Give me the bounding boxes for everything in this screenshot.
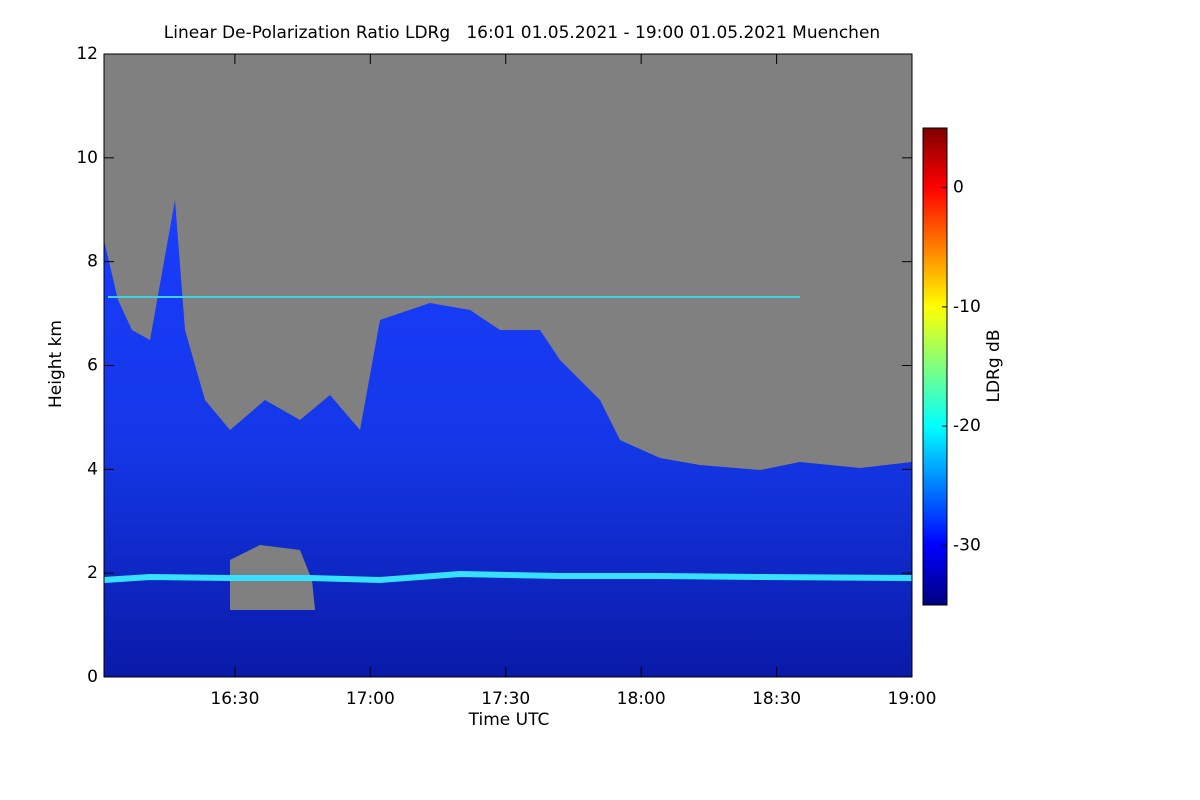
chart-title: Linear De-Polarization Ratio LDRg 16:01 …	[164, 23, 880, 43]
x-tick-label: 18:00	[617, 689, 666, 709]
x-tick-label: 16:30	[210, 689, 259, 709]
x-tick-label: 17:00	[346, 689, 395, 709]
colorbar-tick-label: -10	[953, 297, 981, 317]
x-tick-label: 19:00	[888, 689, 937, 709]
cloud-region	[104, 200, 912, 677]
heatmap	[103, 54, 913, 677]
y-tick-label: 6	[87, 356, 98, 376]
y-tick-label: 0	[87, 667, 98, 687]
x-axis-label: Time UTC	[468, 710, 550, 730]
y-tick-label: 8	[87, 252, 98, 272]
colorbar-tick-label: -30	[953, 535, 981, 555]
y-tick-label: 2	[87, 563, 98, 583]
colorbar-label: LDRg dB	[984, 329, 1004, 402]
colorbar-tick-label: 0	[953, 178, 964, 198]
layer-band	[103, 570, 913, 584]
y-tick-label: 4	[87, 459, 98, 479]
x-tick-label: 17:30	[481, 689, 530, 709]
x-tick-label: 18:30	[752, 689, 801, 709]
y-axis-label: Height km	[46, 320, 66, 408]
colorbar	[922, 127, 948, 606]
y-tick-label: 10	[76, 148, 98, 168]
colorbar-tick-label: -20	[953, 416, 981, 436]
y-tick-label: 12	[76, 44, 98, 64]
